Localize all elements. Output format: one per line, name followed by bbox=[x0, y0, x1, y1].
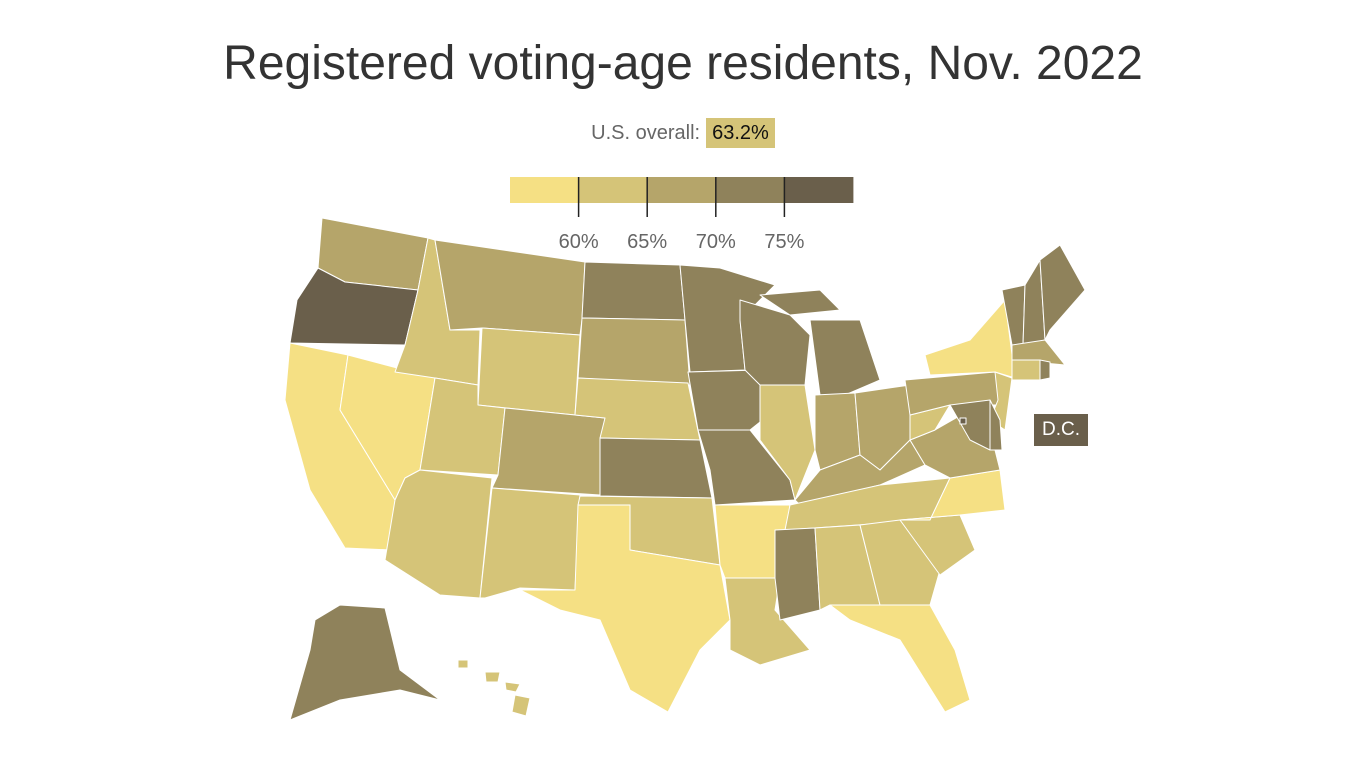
dc-label: D.C. bbox=[1034, 414, 1088, 446]
state-HI[interactable] bbox=[484, 671, 501, 683]
state-AK[interactable] bbox=[289, 604, 441, 721]
state-HI[interactable] bbox=[504, 681, 521, 693]
state-ND[interactable] bbox=[581, 261, 686, 321]
state-MS[interactable] bbox=[774, 527, 821, 621]
state-DC[interactable] bbox=[959, 417, 967, 425]
state-MT[interactable] bbox=[434, 239, 586, 336]
state-KS[interactable] bbox=[599, 437, 713, 499]
legend-swatch-3 bbox=[715, 177, 785, 203]
us-overall-label: U.S. overall: bbox=[591, 122, 701, 144]
legend-swatch-1 bbox=[578, 177, 648, 203]
state-HI[interactable] bbox=[511, 694, 531, 717]
state-NM[interactable] bbox=[479, 487, 581, 599]
state-AZ[interactable] bbox=[384, 469, 493, 599]
legend-tick-label: 60% bbox=[559, 231, 599, 253]
state-HI[interactable] bbox=[457, 659, 469, 669]
color-legend: 60% 65% 70% 75% bbox=[510, 177, 854, 253]
state-FL[interactable] bbox=[829, 604, 971, 713]
state-RI[interactable] bbox=[1039, 359, 1051, 381]
legend-tick-label: 75% bbox=[764, 231, 804, 253]
state-SD[interactable] bbox=[577, 317, 691, 386]
state-MA[interactable] bbox=[1011, 339, 1066, 366]
state-TX[interactable] bbox=[519, 504, 731, 713]
state-ME[interactable] bbox=[1039, 244, 1086, 341]
state-CT[interactable] bbox=[1011, 359, 1041, 381]
legend-tick-label: 65% bbox=[627, 231, 667, 253]
us-overall-value: 63.2% bbox=[706, 118, 775, 148]
legend-swatch-4 bbox=[784, 177, 854, 203]
state-GA[interactable] bbox=[859, 519, 941, 606]
chart-title: Registered voting-age residents, Nov. 20… bbox=[223, 37, 1143, 90]
legend-tick-label: 70% bbox=[696, 231, 736, 253]
state-MI[interactable] bbox=[759, 289, 841, 316]
state-WY[interactable] bbox=[477, 327, 581, 416]
state-DE[interactable] bbox=[989, 399, 1003, 451]
us-overall: U.S. overall: 63.2% bbox=[0, 118, 1366, 148]
legend-swatch-2 bbox=[647, 177, 717, 203]
state-NY[interactable] bbox=[924, 299, 1016, 379]
state-MI[interactable] bbox=[809, 319, 881, 396]
state-CO[interactable] bbox=[491, 407, 606, 496]
legend-swatch-0 bbox=[510, 177, 579, 203]
